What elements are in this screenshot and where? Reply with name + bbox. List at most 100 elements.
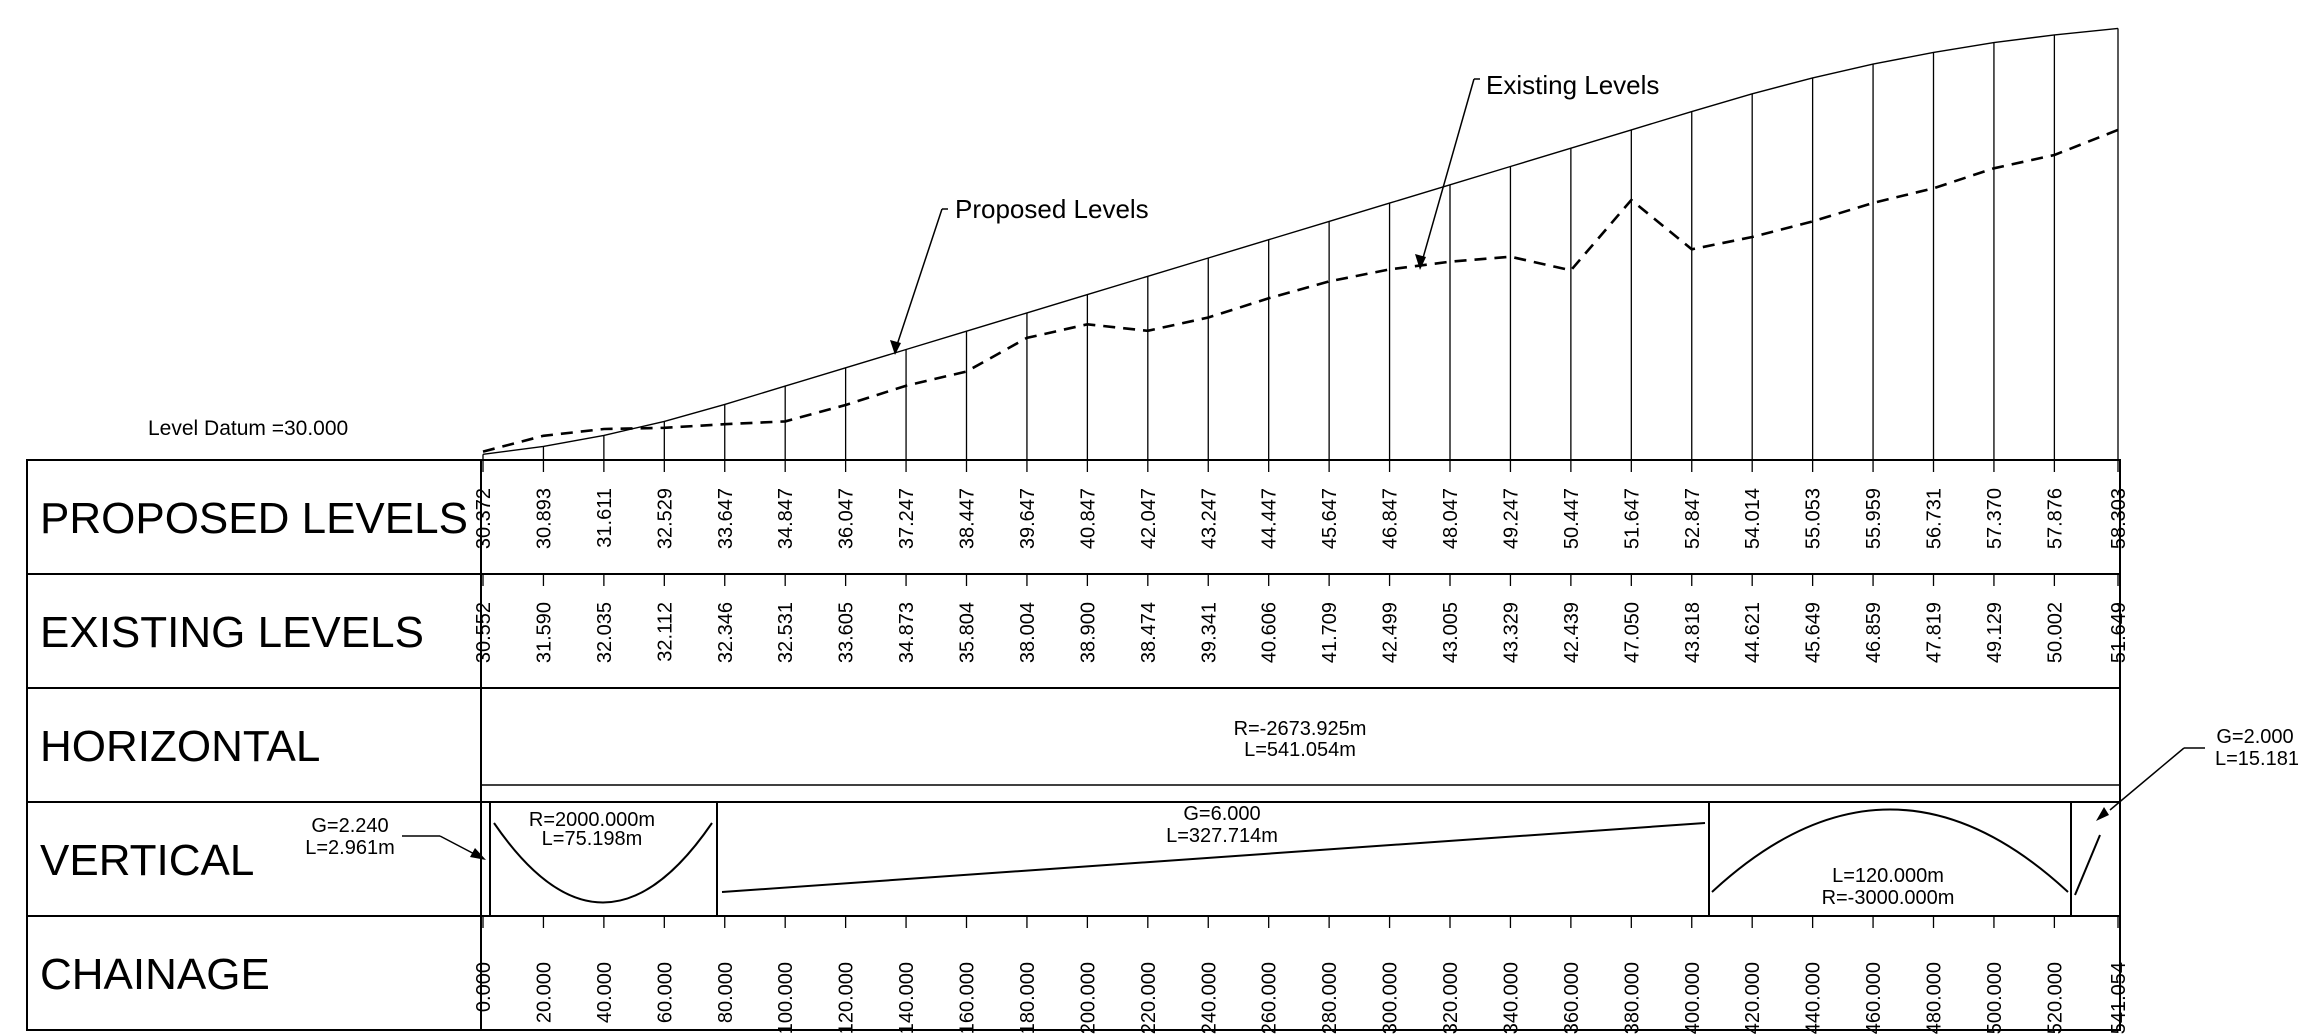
existing-levels-label: Existing Levels [1486, 70, 1659, 100]
proposed-level-value: 31.611 [594, 488, 616, 548]
chainage-value: 220.000 [1138, 962, 1160, 1034]
proposed-level-value: 42.047 [1138, 488, 1160, 549]
chainage-value: 460.000 [1863, 962, 1885, 1034]
callout-leader [1420, 78, 1475, 266]
chainage-value: 240.000 [1198, 962, 1220, 1034]
proposed-level-value: 45.647 [1319, 488, 1341, 549]
proposed-level-value: 48.047 [1440, 488, 1462, 549]
chainage-value: 120.000 [836, 962, 858, 1034]
proposed-level-value: 44.447 [1259, 488, 1281, 549]
end-grade-label: G=2.000 [2216, 726, 2293, 748]
crest-curve [1711, 808, 2069, 893]
table-border [26, 459, 2121, 1031]
existing-levels-cells: 30.552 31.590 32.035 32.112 32.346 32.531 33.6… [473, 602, 2130, 663]
chainage-value: 140.000 [896, 962, 918, 1034]
proposed-level-value: 57.876 [2044, 488, 2066, 549]
callout-leader [894, 208, 943, 352]
data-table [26, 459, 2121, 1031]
existing-level-value: 40.606 [1259, 602, 1281, 663]
row-label-proposed-levels: PROPOSED LEVELS [40, 494, 468, 543]
chainage-value: 340.000 [1500, 962, 1522, 1034]
arrow-head-icon [1415, 254, 1426, 270]
grade-length-label: L=327.714m [1166, 825, 1278, 847]
existing-level-value: 32.346 [715, 602, 737, 663]
row-label-chainage: CHAINAGE [40, 950, 270, 999]
chainage-value: 380.000 [1621, 962, 1643, 1034]
proposed-level-value: 34.847 [775, 488, 797, 549]
existing-level-value: 32.531 [775, 602, 797, 663]
horizontal-radius-label: R=-2673.925m [1234, 718, 1367, 740]
existing-level-value: 32.112 [654, 602, 676, 662]
chainage-value: 360.000 [1561, 962, 1583, 1034]
existing-level-value: 30.552 [473, 602, 495, 663]
chainage-value: 480.000 [1924, 962, 1946, 1034]
grade-line [721, 822, 1706, 893]
proposed-level-value: 46.847 [1380, 488, 1402, 549]
arrow-head-icon [470, 848, 486, 860]
crest-radius-label: R=-3000.000m [1822, 887, 1955, 909]
existing-level-value: 38.900 [1077, 602, 1099, 663]
proposed-levels-line [482, 27, 2119, 455]
existing-level-value: 33.605 [836, 602, 858, 663]
start-grade-label: G=2.240 [311, 815, 388, 837]
chainage-value: 440.000 [1803, 962, 1825, 1034]
level-datum-label: Level Datum =30.000 [148, 417, 348, 440]
chainage-value: 20.000 [533, 962, 555, 1023]
proposed-level-value: 36.047 [836, 488, 858, 549]
proposed-level-value: 38.447 [957, 488, 979, 549]
proposed-levels-callout: Proposed Levels [890, 194, 1149, 355]
chainage-value: 0.000 [473, 962, 495, 1012]
chainage-value: 100.000 [775, 962, 797, 1034]
chainage-value: 80.000 [715, 962, 737, 1023]
proposed-levels-label: Proposed Levels [955, 194, 1149, 224]
existing-level-value: 39.341 [1198, 602, 1220, 663]
chainage-value: 60.000 [654, 962, 676, 1023]
existing-level-value: 45.649 [1803, 602, 1825, 663]
existing-level-value: 43.329 [1500, 602, 1522, 663]
chainage-cells: 0.000 20.000 40.000 60.000 80.000 100.000 120.… [473, 962, 2130, 1034]
existing-level-value: 51.649 [2108, 602, 2130, 663]
horizontal-length-label: L=541.054m [1244, 739, 1356, 761]
chainage-value: 280.000 [1319, 962, 1341, 1034]
chainage-value: 320.000 [1440, 962, 1462, 1034]
existing-level-value: 34.873 [896, 602, 918, 663]
proposed-level-value: 55.959 [1863, 488, 1885, 549]
chainage-value: 500.000 [1984, 962, 2006, 1034]
existing-level-value: 43.818 [1682, 602, 1704, 663]
proposed-level-value: 58.303 [2108, 488, 2130, 549]
existing-level-value: 49.129 [1984, 602, 2006, 663]
profile-area [482, 27, 2119, 460]
chainage-value: 260.000 [1259, 962, 1281, 1034]
row-label-vertical: VERTICAL [40, 836, 254, 885]
proposed-levels-cells: 30.372 30.893 31.611 32.529 33.647 34.847 36.0… [473, 488, 2130, 549]
existing-level-value: 35.804 [957, 602, 979, 663]
proposed-level-value: 51.647 [1621, 488, 1643, 549]
proposed-level-value: 57.370 [1984, 488, 2006, 549]
proposed-level-value: 54.014 [1742, 488, 1764, 549]
proposed-level-value: 50.447 [1561, 488, 1583, 549]
proposed-level-value: 52.847 [1682, 488, 1704, 549]
arrow-head-icon [890, 340, 901, 355]
proposed-level-value: 43.247 [1198, 488, 1220, 549]
proposed-level-value: 37.247 [896, 488, 918, 549]
existing-level-value: 47.819 [1924, 602, 1946, 663]
existing-levels-callout: Existing Levels [1415, 70, 1659, 270]
chainage-value: 40.000 [594, 962, 616, 1023]
chainage-value: 400.000 [1682, 962, 1704, 1034]
grade-label: G=6.000 [1183, 803, 1260, 825]
proposed-level-value: 55.053 [1803, 488, 1825, 549]
chainage-value: 200.000 [1077, 962, 1099, 1034]
station-verticals [482, 28, 2119, 460]
end-grade-length-label: L=15.181 [2215, 748, 2299, 770]
existing-level-value: 38.004 [1017, 602, 1039, 663]
chainage-value: 160.000 [957, 962, 979, 1034]
sag-radius-label: R=2000.000m [529, 809, 655, 831]
existing-level-value: 47.050 [1621, 602, 1643, 663]
crest-length-label: L=120.000m [1832, 865, 1944, 887]
sag-curve [493, 822, 713, 904]
row-label-existing-levels: EXISTING LEVELS [40, 608, 424, 657]
existing-level-value: 46.859 [1863, 602, 1885, 663]
start-grade-length-label: L=2.961m [305, 837, 395, 859]
existing-level-value: 32.035 [594, 602, 616, 663]
proposed-level-value: 39.647 [1017, 488, 1039, 549]
